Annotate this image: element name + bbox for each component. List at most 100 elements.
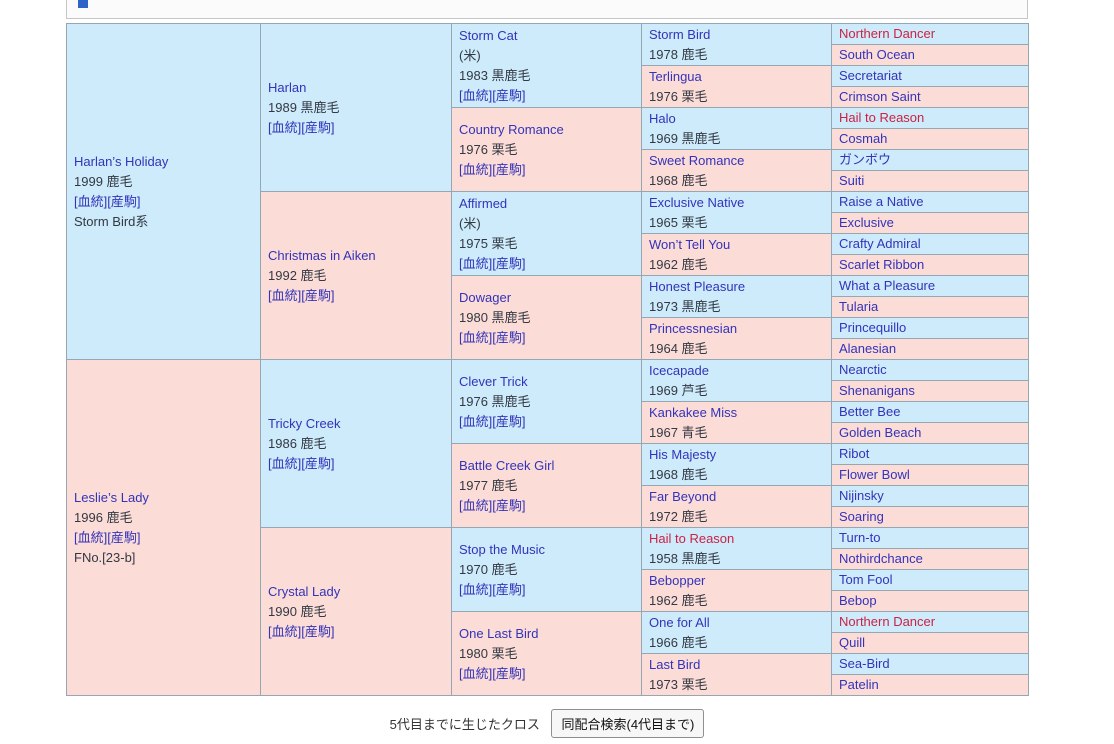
horse-name-link[interactable]: Suiti — [839, 173, 865, 188]
horse-name-link[interactable]: Shenanigans — [839, 383, 915, 398]
horse-name-link[interactable]: Stop the Music — [459, 541, 545, 557]
horse-name-link[interactable]: Exclusive Native — [649, 194, 745, 210]
horse-name-link[interactable]: Far Beyond — [649, 488, 717, 504]
horse-name-link[interactable]: Patelin — [839, 677, 879, 692]
horse-name-link[interactable]: Better Bee — [839, 404, 901, 419]
horse-name-link[interactable]: Golden Beach — [839, 425, 922, 440]
horse-name-link[interactable]: Tom Fool — [839, 572, 893, 587]
pedigree-row: Quill — [67, 632, 1029, 654]
horse-name-link[interactable]: Quill — [839, 635, 866, 650]
horse-name-link[interactable]: Princequillo — [839, 320, 907, 335]
bloodline-link[interactable]: [血統] — [459, 665, 493, 681]
horse-name-link[interactable]: Honest Pleasure — [649, 278, 746, 294]
bloodline-link[interactable]: [血統] — [268, 287, 302, 303]
horse-name-link[interactable]: Scarlet Ribbon — [839, 257, 925, 272]
horse-name-link[interactable]: Sweet Romance — [649, 152, 745, 168]
offspring-link[interactable]: [産駒] — [301, 623, 335, 639]
pedigree-row: Leslie’s Lady 1996 鹿毛 [血統][産駒] FNo.[23-b] Tr… — [66, 359, 1029, 696]
horse-name-link[interactable]: Ribot — [839, 446, 870, 461]
horse-name-link[interactable]: Hail to Reason — [839, 110, 925, 125]
horse-name-link[interactable]: Kankakee Miss — [649, 404, 738, 420]
horse-name-link[interactable]: Tricky Creek — [268, 415, 341, 431]
horse-name-link[interactable]: Exclusive — [839, 215, 894, 230]
horse-name-link[interactable]: Hail to Reason — [649, 530, 735, 546]
bloodline-link[interactable]: [血統] — [459, 87, 493, 103]
offspring-link[interactable]: [産駒] — [492, 665, 526, 681]
horse-name-link[interactable]: Clever Trick — [459, 373, 528, 389]
horse-name-link[interactable]: Halo — [649, 110, 676, 126]
horse-name-link[interactable]: Turn-to — [839, 530, 881, 545]
horse-name-link[interactable]: Battle Creek Girl — [459, 457, 555, 473]
bloodline-link[interactable]: [血統] — [74, 529, 108, 545]
horse-name-link[interactable]: One Last Bird — [459, 625, 539, 641]
same-mating-search-button[interactable]: 同配合検索(4代目まで) — [551, 709, 705, 738]
offspring-link[interactable]: [産駒] — [492, 161, 526, 177]
horse-name-link[interactable]: Sea-Bird — [839, 656, 890, 671]
bloodline-link[interactable]: [血統] — [268, 623, 302, 639]
horse-name-link[interactable]: Northern Dancer — [839, 26, 936, 41]
pedigree-cell-gen5-20: Ribot — [831, 443, 1029, 465]
bloodline-link[interactable]: [血統] — [459, 497, 493, 513]
bloodline-link[interactable]: [血統] — [459, 413, 493, 429]
offspring-link[interactable]: [産駒] — [107, 193, 141, 209]
horse-name-link[interactable]: Country Romance — [459, 121, 564, 137]
horse-name-link[interactable]: Won’t Tell You — [649, 236, 731, 252]
horse-name-link[interactable]: Icecapade — [649, 362, 709, 378]
horse-name-link[interactable]: Alanesian — [839, 341, 897, 356]
offspring-link[interactable]: [産駒] — [492, 329, 526, 345]
horse-name-link[interactable]: Flower Bowl — [839, 467, 910, 482]
horse-name-link[interactable]: Secretariat — [839, 68, 902, 83]
pedigree-cell-gen5-16: Nearctic — [831, 359, 1029, 381]
horse-name-link[interactable]: South Ocean — [839, 47, 915, 62]
horse-name-link[interactable]: Last Bird — [649, 656, 701, 672]
offspring-link[interactable]: [産駒] — [107, 529, 141, 545]
horse-name-link[interactable]: Bebopper — [649, 572, 706, 588]
horse-name-link[interactable]: Storm Cat — [459, 27, 518, 43]
horse-name-link[interactable]: Crystal Lady — [268, 583, 341, 599]
bloodline-link[interactable]: [血統] — [459, 161, 493, 177]
horse-name-link[interactable]: Crafty Admiral — [839, 236, 921, 251]
bloodline-link[interactable]: [血統] — [459, 581, 493, 597]
horse-name-link[interactable]: What a Pleasure — [839, 278, 936, 293]
horse-name-link[interactable]: Bebop — [839, 593, 877, 608]
pedigree-cell-gen3-3: Dowager 1980 黒鹿毛 [血統][産駒] — [451, 275, 642, 360]
offspring-link[interactable]: [産駒] — [492, 87, 526, 103]
section-marker-icon — [78, 0, 88, 8]
horse-name-link[interactable]: His Majesty — [649, 446, 717, 462]
horse-name-link[interactable]: ガンボウ — [839, 152, 892, 167]
horse-name-link[interactable]: Storm Bird — [649, 26, 711, 42]
offspring-link[interactable]: [産駒] — [492, 255, 526, 271]
horse-name-link[interactable]: Nothirdchance — [839, 551, 923, 566]
horse-name-link[interactable]: Christmas in Aiken — [268, 247, 376, 263]
horse-name-link[interactable]: Harlan — [268, 79, 307, 95]
offspring-link[interactable]: [産駒] — [301, 455, 335, 471]
horse-name-link[interactable]: Tularia — [839, 299, 879, 314]
horse-name-link[interactable]: Soaring — [839, 509, 884, 524]
cross-note-label: 5代目までに生じたクロス — [389, 717, 540, 732]
horse-name-link[interactable]: Harlan’s Holiday — [74, 153, 169, 169]
horse-name-link[interactable]: Nijinsky — [839, 488, 884, 503]
horse-name-link[interactable]: Dowager — [459, 289, 512, 305]
horse-name-link[interactable]: Leslie’s Lady — [74, 489, 149, 505]
offspring-link[interactable]: [産駒] — [301, 119, 335, 135]
horse-name-link[interactable]: One for All — [649, 614, 710, 630]
horse-name-link[interactable]: Crimson Saint — [839, 89, 921, 104]
horse-name-link[interactable]: Terlingua — [649, 68, 702, 84]
offspring-link[interactable]: [産駒] — [301, 287, 335, 303]
horse-name-link[interactable]: Affirmed — [459, 195, 508, 211]
pedigree-cell-gen5-17: Shenanigans — [831, 380, 1029, 402]
pedigree-cell-gen3-5: Battle Creek Girl 1977 鹿毛 [血統][産駒] — [451, 443, 642, 528]
bloodline-link[interactable]: [血統] — [74, 193, 108, 209]
horse-name-link[interactable]: Cosmah — [839, 131, 888, 146]
bloodline-link[interactable]: [血統] — [268, 455, 302, 471]
bloodline-link[interactable]: [血統] — [459, 329, 493, 345]
offspring-link[interactable]: [産駒] — [492, 581, 526, 597]
horse-name-link[interactable]: Nearctic — [839, 362, 887, 377]
offspring-link[interactable]: [産駒] — [492, 497, 526, 513]
offspring-link[interactable]: [産駒] — [492, 413, 526, 429]
horse-name-link[interactable]: Northern Dancer — [839, 614, 936, 629]
bloodline-link[interactable]: [血統] — [268, 119, 302, 135]
horse-name-link[interactable]: Raise a Native — [839, 194, 924, 209]
bloodline-link[interactable]: [血統] — [459, 255, 493, 271]
horse-name-link[interactable]: Princessnesian — [649, 320, 738, 336]
